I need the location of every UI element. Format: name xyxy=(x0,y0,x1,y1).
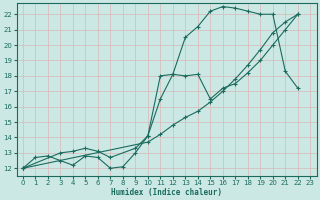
X-axis label: Humidex (Indice chaleur): Humidex (Indice chaleur) xyxy=(111,188,222,197)
